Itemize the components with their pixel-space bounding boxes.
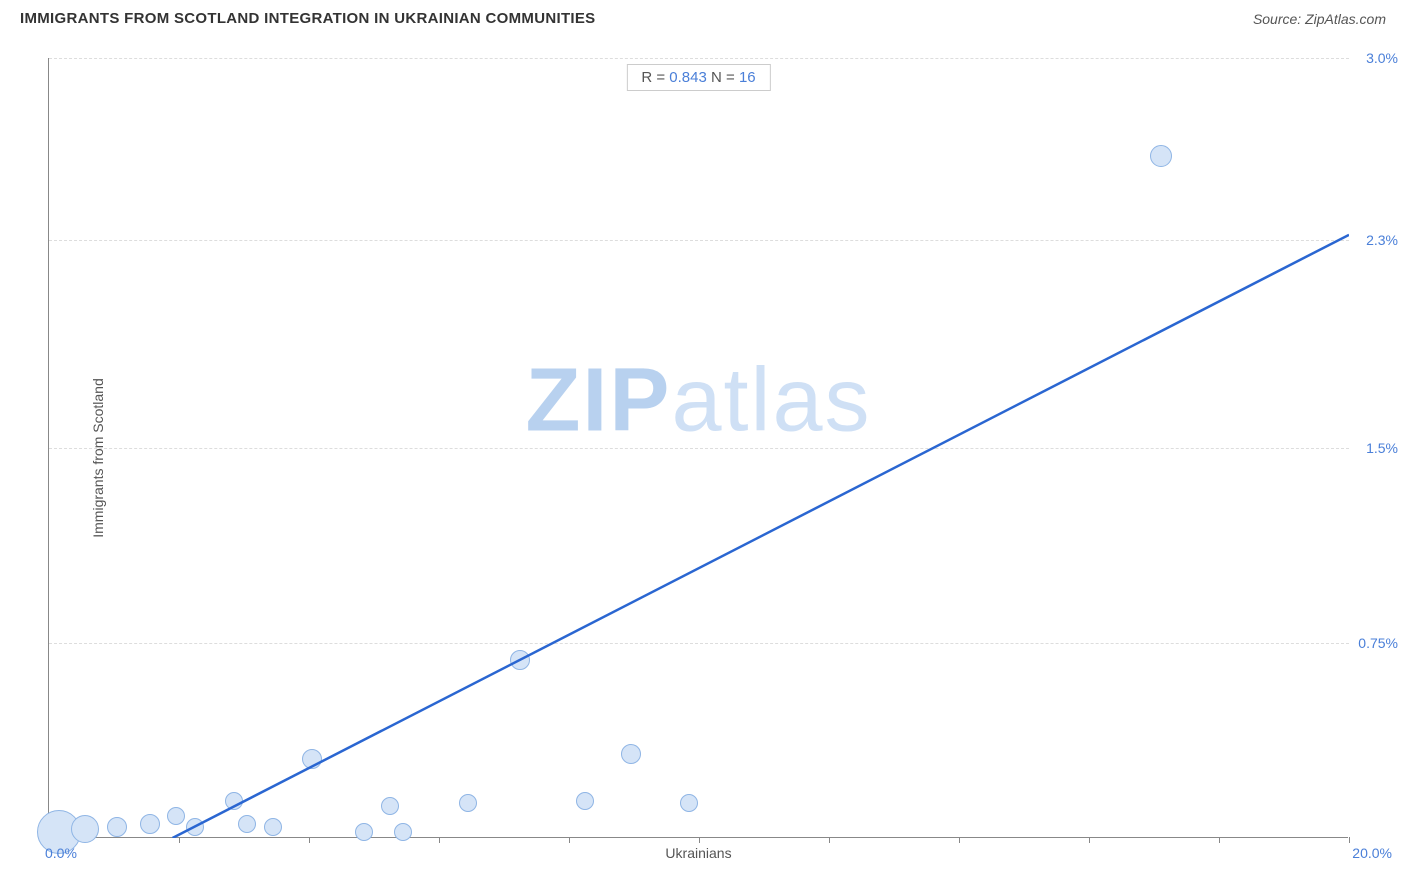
data-point [459, 794, 477, 812]
x-tick [1349, 837, 1350, 843]
plot-area: ZIPatlas 0.75%1.5%2.3%3.0% R = 0.843 N =… [48, 58, 1348, 838]
data-point [381, 797, 399, 815]
data-point [107, 817, 127, 837]
data-point [71, 815, 99, 843]
page-title: IMMIGRANTS FROM SCOTLAND INTEGRATION IN … [20, 10, 596, 27]
n-value: 16 [739, 69, 756, 86]
r-value: 0.843 [669, 69, 707, 86]
grid-line [49, 240, 1349, 241]
x-tick [1089, 837, 1090, 843]
n-label: N = [707, 69, 739, 86]
data-point [238, 815, 256, 833]
x-axis-min-label: 0.0% [45, 845, 77, 861]
header: IMMIGRANTS FROM SCOTLAND INTEGRATION IN … [0, 0, 1406, 33]
x-tick [1219, 837, 1220, 843]
y-tick-label: 2.3% [1366, 232, 1398, 248]
data-point [167, 807, 185, 825]
grid-line [49, 643, 1349, 644]
data-point [186, 818, 204, 836]
x-tick [699, 837, 700, 843]
x-axis-max-label: 20.0% [1352, 845, 1392, 861]
y-tick-label: 1.5% [1366, 440, 1398, 456]
data-point [140, 814, 160, 834]
watermark: ZIPatlas [525, 349, 871, 452]
r-label: R = [641, 69, 669, 86]
x-tick [569, 837, 570, 843]
data-point [1150, 145, 1172, 167]
x-tick [309, 837, 310, 843]
x-tick [829, 837, 830, 843]
data-point [264, 818, 282, 836]
stats-legend: R = 0.843 N = 16 [626, 64, 770, 91]
data-point [680, 794, 698, 812]
source-attribution: Source: ZipAtlas.com [1253, 11, 1386, 27]
data-point [355, 823, 373, 841]
y-tick-label: 3.0% [1366, 50, 1398, 66]
data-point [225, 792, 243, 810]
y-tick-label: 0.75% [1358, 635, 1398, 651]
data-point [394, 823, 412, 841]
data-point [510, 650, 530, 670]
grid-line [49, 58, 1349, 59]
x-tick [179, 837, 180, 843]
x-tick [439, 837, 440, 843]
scatter-chart: Immigrants from Scotland ZIPatlas 0.75%1… [48, 58, 1386, 858]
grid-line [49, 448, 1349, 449]
data-point [576, 792, 594, 810]
x-tick [959, 837, 960, 843]
data-point [302, 749, 322, 769]
watermark-part1: ZIP [525, 350, 671, 450]
x-axis-title: Ukrainians [665, 845, 731, 861]
data-point [621, 744, 641, 764]
watermark-part2: atlas [671, 350, 871, 450]
